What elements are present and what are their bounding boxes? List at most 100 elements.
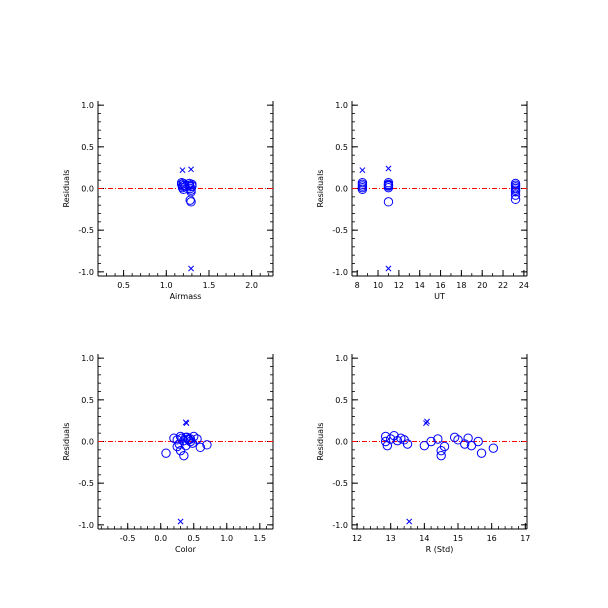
- residual-point-circle: [449, 432, 460, 443]
- x-tick-label: 15: [453, 534, 463, 543]
- x-tick-label: 1.0: [160, 281, 173, 290]
- residual-point-circle: [383, 182, 394, 193]
- y-tick-label: 0.5: [335, 143, 348, 152]
- y-tick-label: -1.0: [78, 521, 94, 530]
- residual-point-cross: [359, 167, 366, 174]
- x-tick-label: 1.5: [253, 534, 266, 543]
- residual-point-cross: [385, 165, 392, 172]
- y-tick-label: 0.0: [335, 438, 348, 447]
- x-tick-label: 24: [519, 281, 529, 290]
- x-tick-label: 1.0: [220, 534, 233, 543]
- residual-point-circle: [402, 439, 413, 449]
- residual-point-circle: [463, 433, 473, 443]
- residual-point-circle: [426, 436, 436, 447]
- residual-point-circle: [476, 448, 487, 458]
- residual-point-circle: [172, 441, 182, 452]
- residual-point-circle: [392, 435, 403, 446]
- residual-point-circle: [419, 440, 430, 451]
- residual-point-circle: [179, 180, 189, 190]
- y-axis-label: Residuals: [62, 170, 71, 208]
- residual-point-circle: [383, 197, 394, 207]
- residual-point-cross: [177, 518, 184, 525]
- y-tick-label: 0.5: [81, 143, 94, 152]
- residual-panel-2: 8 10 12 14 16 18 20 22 24 -1.0 -0.5 0.0 0.5 1.0 UT Resi…: [316, 101, 529, 301]
- x-tick-label: 17: [520, 534, 530, 543]
- y-axis-label: Residuals: [316, 170, 325, 208]
- x-tick-label: 12: [394, 281, 404, 290]
- residual-point-circle: [195, 442, 206, 453]
- x-axis-label: UT: [434, 292, 445, 301]
- x-tick-label: -0.5: [120, 534, 136, 543]
- y-tick-label: -0.5: [78, 226, 94, 235]
- residual-point-cross: [424, 418, 431, 425]
- y-tick-label: 0.5: [335, 396, 348, 405]
- residual-point-cross: [179, 167, 186, 174]
- residual-point-circle: [172, 435, 182, 445]
- residual-panel-3: -0.5 0.0 0.5 1.0 1.5 -1.0 -0.5 0.0 0.5 1.0 Color Re…: [62, 354, 274, 554]
- x-tick-label: 2.0: [245, 281, 258, 290]
- residual-point-cross: [406, 518, 413, 525]
- y-tick-label: -0.5: [78, 479, 94, 488]
- x-axis-label: Color: [175, 545, 197, 554]
- y-tick-label: 1.0: [335, 354, 348, 363]
- x-tick-label: 22: [498, 281, 508, 290]
- y-axis-label: Residuals: [62, 423, 71, 461]
- y-axis-label: Residuals: [316, 423, 325, 461]
- residual-point-circle: [185, 434, 196, 444]
- residual-point-circle: [466, 440, 477, 451]
- x-tick-label: 0.0: [154, 534, 167, 543]
- residual-point-circle: [510, 190, 521, 200]
- y-tick-label: 0.0: [81, 438, 94, 447]
- residual-point-circle: [453, 435, 463, 445]
- residual-panel-4: 12 13 14 15 16 17 -1.0 -0.5 0.0 0.5 1.0 R (Std) Resi…: [316, 354, 530, 554]
- residual-point-circle: [510, 194, 521, 205]
- x-tick-label: 16: [487, 534, 497, 543]
- x-tick-label: 0.5: [187, 534, 200, 543]
- residual-point-circle: [439, 441, 450, 452]
- residual-point-circle: [383, 180, 394, 190]
- x-tick-label: 1.5: [203, 281, 216, 290]
- residual-point-circle: [510, 187, 521, 197]
- x-tick-label: 14: [419, 534, 429, 543]
- residual-point-circle: [386, 434, 396, 444]
- y-tick-label: 0.5: [81, 396, 94, 405]
- residual-point-cross: [183, 420, 190, 427]
- y-tick-label: 1.0: [81, 101, 94, 110]
- residual-point-circle: [185, 183, 195, 194]
- residual-point-circle: [202, 440, 212, 450]
- x-tick-label: 10: [373, 281, 383, 290]
- x-tick-label: 14: [415, 281, 425, 290]
- residual-panel-1: 0.5 1.0 1.5 2.0 -1.0 -0.5 0.0 0.5 1.0 Airmass Resi…: [62, 101, 274, 301]
- y-tick-label: -1.0: [78, 268, 94, 277]
- x-tick-label: 18: [456, 281, 466, 290]
- residual-point-circle: [389, 430, 399, 441]
- residual-point-circle: [179, 450, 189, 461]
- residual-point-circle: [460, 439, 470, 449]
- x-tick-label: 0.5: [117, 281, 130, 290]
- x-axis-label: Airmass: [170, 292, 202, 301]
- y-tick-label: 0.0: [335, 185, 348, 194]
- residual-point-circle: [488, 443, 499, 453]
- y-tick-label: -1.0: [332, 521, 348, 530]
- y-tick-label: -1.0: [332, 268, 348, 277]
- residual-point-cross: [385, 265, 392, 272]
- residual-point-cross: [188, 166, 195, 173]
- x-tick-label: 16: [435, 281, 445, 290]
- residual-point-circle: [187, 181, 197, 191]
- residual-point-circle: [433, 434, 443, 444]
- x-tick-label: 12: [352, 534, 362, 543]
- x-tick-label: 8: [355, 281, 360, 290]
- y-tick-label: -0.5: [332, 479, 348, 488]
- x-tick-label: 13: [386, 534, 396, 543]
- x-axis-label: R (Std): [426, 545, 454, 554]
- y-tick-label: -0.5: [332, 226, 348, 235]
- residual-point-circle: [436, 450, 446, 461]
- residual-point-circle: [186, 197, 196, 207]
- residual-point-circle: [161, 448, 171, 458]
- residual-point-cross: [188, 265, 195, 272]
- x-tick-label: 20: [477, 281, 487, 290]
- y-tick-label: 1.0: [335, 101, 348, 110]
- y-tick-label: 0.0: [81, 185, 94, 194]
- residual-point-circle: [473, 436, 483, 447]
